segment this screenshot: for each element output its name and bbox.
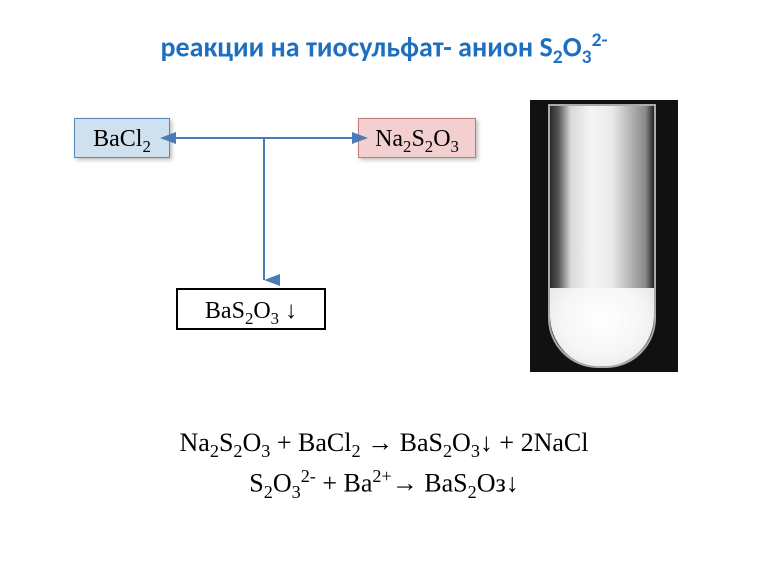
equation-ionic: S2O32- + Ba2+→ BaS2Oз↓: [0, 466, 768, 503]
test-tube-photo: [530, 100, 678, 372]
test-tube: [548, 104, 656, 368]
equation-molecular: Na2S2O3 + BaCl2 → BaS2O3↓ + 2NaCl: [0, 428, 768, 462]
